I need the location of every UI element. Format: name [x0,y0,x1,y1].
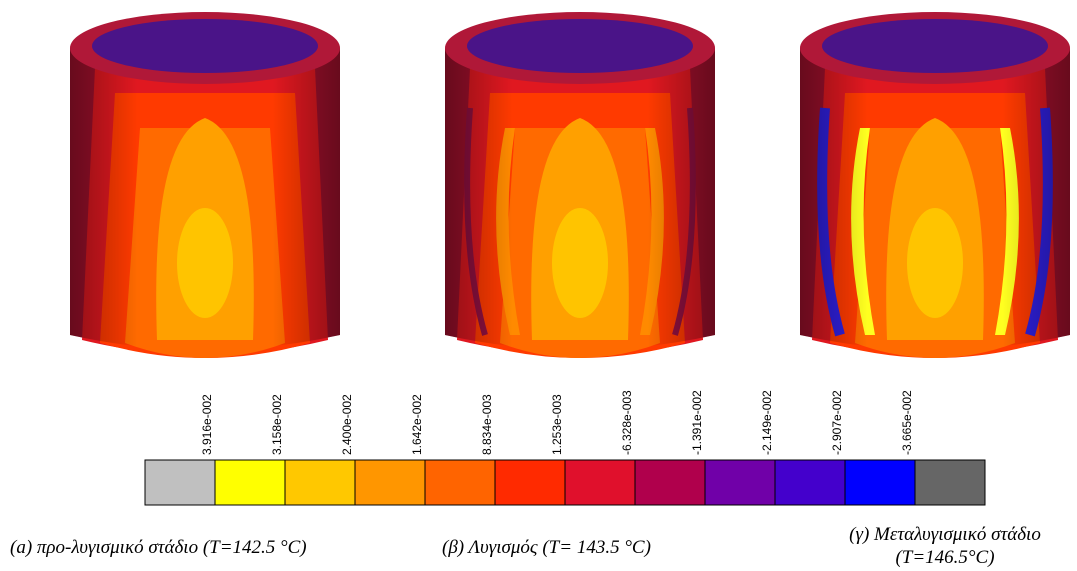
captions: (a) προ-λυγισμικό στάδιο (T=142.5 °C) (β)… [10,524,1041,568]
figure: 3.916e-002 3.158e-002 2.400e-002 1.642e-002… [0,0,1077,571]
shading [70,48,340,350]
cylinder [70,12,340,358]
legend-swatch [915,460,985,505]
cylinder-opening [92,19,318,73]
cylinder-opening [467,19,693,73]
legend: 3.916e-002 3.158e-002 2.400e-002 1.642e-002… [145,390,985,505]
cylinder [800,12,1070,358]
caption: (γ) Μεταλυγισμικό στάδιο [849,524,1041,545]
legend-label: -3.665e-002 [900,390,914,455]
cylinders [70,12,1070,358]
caption: (T=146.5°C) [895,547,994,568]
legend-label: 3.158e-002 [270,394,284,455]
legend-swatch [425,460,495,505]
legend-label: -6.328e-003 [620,390,634,455]
legend-swatch [635,460,705,505]
legend-swatch [845,460,915,505]
legend-swatch [565,460,635,505]
shading [800,48,1070,350]
legend-label: 3.916e-002 [200,394,214,455]
legend-label: -1.391e-002 [690,390,704,455]
legend-label: -2.907e-002 [830,390,844,455]
legend-swatch [495,460,565,505]
legend-swatch [145,460,215,505]
shading [445,48,715,350]
caption: (a) προ-λυγισμικό στάδιο (T=142.5 °C) [10,537,307,558]
legend-label: 1.253e-003 [550,394,564,455]
legend-label: 8.834e-003 [480,394,494,455]
legend-swatch [775,460,845,505]
caption: (β) Λυγισμός (T= 143.5 °C) [442,537,651,558]
legend-swatch [355,460,425,505]
legend-swatch [285,460,355,505]
legend-label: 2.400e-002 [340,394,354,455]
legend-swatch [705,460,775,505]
legend-label: 1.642e-002 [410,394,424,455]
legend-label: -2.149e-002 [760,390,774,455]
legend-swatch [215,460,285,505]
cylinder-opening [822,19,1048,73]
cylinder [445,12,715,358]
